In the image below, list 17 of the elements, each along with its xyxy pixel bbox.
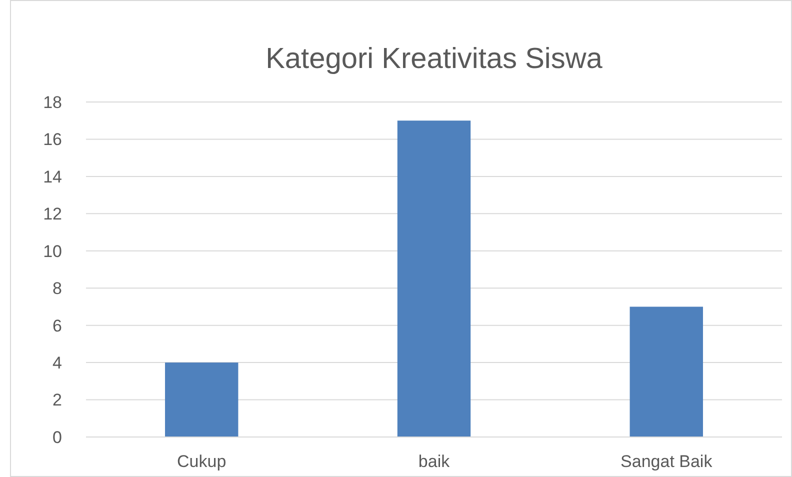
- x-tick-label: Cukup: [177, 452, 226, 471]
- y-tick-label: 12: [43, 204, 62, 224]
- chart-title: Kategori Kreativitas Siswa: [266, 43, 604, 75]
- y-tick-label: 16: [43, 130, 62, 150]
- y-tick-label: 4: [52, 354, 62, 373]
- y-tick-label: 2: [52, 390, 62, 410]
- bar: [630, 306, 703, 437]
- y-tick-label: 6: [52, 316, 62, 336]
- y-tick-label: 14: [43, 167, 62, 186]
- y-tick-label: 0: [52, 428, 62, 447]
- y-tick-label: 8: [52, 279, 62, 298]
- x-tick-label: baik: [418, 452, 450, 471]
- bar: [397, 120, 471, 437]
- y-tick-label: 18: [43, 92, 62, 112]
- x-tick-label: Sangat Baik: [620, 452, 713, 471]
- y-tick-label: 10: [43, 242, 62, 261]
- bar: [165, 362, 238, 437]
